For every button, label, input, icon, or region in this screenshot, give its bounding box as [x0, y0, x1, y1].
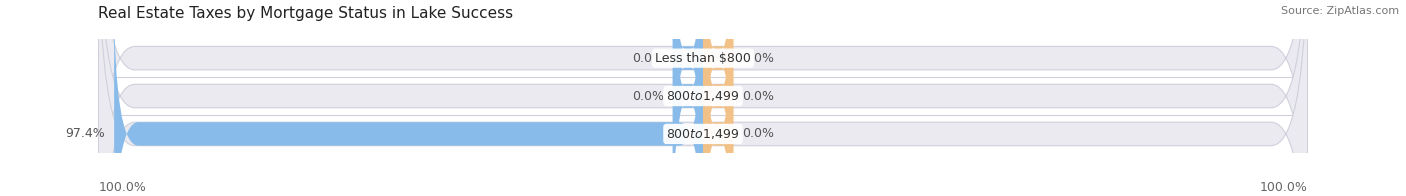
FancyBboxPatch shape — [703, 0, 734, 196]
Text: 100.0%: 100.0% — [98, 181, 146, 194]
Text: 0.0%: 0.0% — [631, 90, 664, 103]
Text: 100.0%: 100.0% — [1260, 181, 1308, 194]
FancyBboxPatch shape — [672, 0, 703, 196]
FancyBboxPatch shape — [98, 0, 1308, 196]
FancyBboxPatch shape — [703, 0, 734, 196]
FancyBboxPatch shape — [672, 0, 703, 196]
Text: Real Estate Taxes by Mortgage Status in Lake Success: Real Estate Taxes by Mortgage Status in … — [98, 6, 513, 21]
FancyBboxPatch shape — [98, 0, 1308, 196]
Text: 0.0%: 0.0% — [742, 52, 775, 65]
Text: Less than $800: Less than $800 — [655, 52, 751, 65]
Text: 0.0%: 0.0% — [631, 52, 664, 65]
Text: 97.4%: 97.4% — [65, 127, 105, 140]
FancyBboxPatch shape — [114, 0, 703, 196]
Text: 0.0%: 0.0% — [742, 127, 775, 140]
FancyBboxPatch shape — [98, 0, 1308, 196]
Text: 0.0%: 0.0% — [742, 90, 775, 103]
Text: Source: ZipAtlas.com: Source: ZipAtlas.com — [1281, 6, 1399, 16]
Text: $800 to $1,499: $800 to $1,499 — [666, 89, 740, 103]
Text: $800 to $1,499: $800 to $1,499 — [666, 127, 740, 141]
FancyBboxPatch shape — [703, 0, 734, 196]
